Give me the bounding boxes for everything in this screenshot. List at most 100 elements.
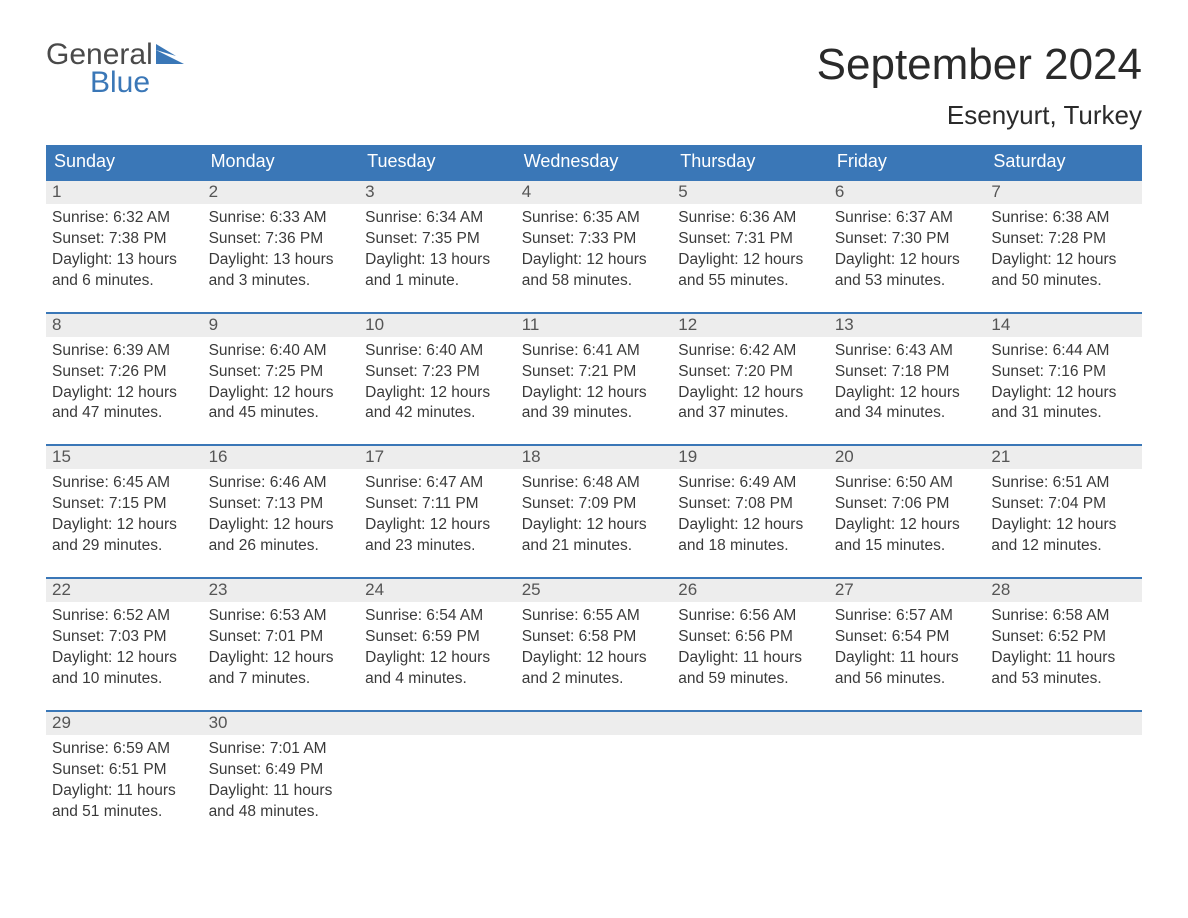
day-number: 27 (829, 579, 986, 602)
day-number: 8 (46, 314, 203, 337)
day-cell: Sunrise: 6:46 AMSunset: 7:13 PMDaylight:… (203, 469, 360, 557)
weekday-sunday: Sunday (46, 145, 203, 179)
day-cell: Sunrise: 6:58 AMSunset: 6:52 PMDaylight:… (985, 602, 1142, 690)
day-sunset: Sunset: 6:58 PM (522, 627, 667, 648)
day-cell: Sunrise: 6:57 AMSunset: 6:54 PMDaylight:… (829, 602, 986, 690)
day-number (516, 712, 673, 735)
day-cell: Sunrise: 6:39 AMSunset: 7:26 PMDaylight:… (46, 337, 203, 425)
day-cell (829, 735, 986, 823)
day-day1: Daylight: 12 hours (52, 383, 197, 404)
day-day1: Daylight: 11 hours (209, 781, 354, 802)
day-sunrise: Sunrise: 6:46 AM (209, 473, 354, 494)
day-sunrise: Sunrise: 6:59 AM (52, 739, 197, 760)
week-row: 2930Sunrise: 6:59 AMSunset: 6:51 PMDayli… (46, 710, 1142, 823)
day-sunset: Sunset: 7:30 PM (835, 229, 980, 250)
day-sunrise: Sunrise: 6:55 AM (522, 606, 667, 627)
day-day1: Daylight: 12 hours (835, 515, 980, 536)
day-day1: Daylight: 12 hours (52, 515, 197, 536)
day-day1: Daylight: 13 hours (209, 250, 354, 271)
day-number: 29 (46, 712, 203, 735)
day-day1: Daylight: 12 hours (835, 250, 980, 271)
day-number-row: 22232425262728 (46, 579, 1142, 602)
day-day1: Daylight: 12 hours (365, 648, 510, 669)
day-sunset: Sunset: 6:54 PM (835, 627, 980, 648)
day-day1: Daylight: 11 hours (835, 648, 980, 669)
day-cell: Sunrise: 6:41 AMSunset: 7:21 PMDaylight:… (516, 337, 673, 425)
day-cell: Sunrise: 6:52 AMSunset: 7:03 PMDaylight:… (46, 602, 203, 690)
day-sunrise: Sunrise: 6:35 AM (522, 208, 667, 229)
day-cell (516, 735, 673, 823)
weekday-tuesday: Tuesday (359, 145, 516, 179)
day-day1: Daylight: 12 hours (991, 515, 1136, 536)
day-number: 30 (203, 712, 360, 735)
day-day1: Daylight: 12 hours (522, 648, 667, 669)
day-sunset: Sunset: 7:38 PM (52, 229, 197, 250)
week-row: 1234567Sunrise: 6:32 AMSunset: 7:38 PMDa… (46, 179, 1142, 292)
week-row: 22232425262728Sunrise: 6:52 AMSunset: 7:… (46, 577, 1142, 690)
day-sunrise: Sunrise: 6:33 AM (209, 208, 354, 229)
weekday-header-row: SundayMondayTuesdayWednesdayThursdayFrid… (46, 145, 1142, 179)
day-sunset: Sunset: 7:23 PM (365, 362, 510, 383)
day-day1: Daylight: 12 hours (209, 515, 354, 536)
day-sunrise: Sunrise: 6:38 AM (991, 208, 1136, 229)
day-number-row: 891011121314 (46, 314, 1142, 337)
day-sunrise: Sunrise: 6:49 AM (678, 473, 823, 494)
day-sunrise: Sunrise: 6:57 AM (835, 606, 980, 627)
day-sunrise: Sunrise: 6:47 AM (365, 473, 510, 494)
logo: General Blue (46, 40, 186, 98)
day-cell: Sunrise: 6:40 AMSunset: 7:23 PMDaylight:… (359, 337, 516, 425)
day-cell: Sunrise: 6:49 AMSunset: 7:08 PMDaylight:… (672, 469, 829, 557)
day-sunset: Sunset: 7:06 PM (835, 494, 980, 515)
day-cell: Sunrise: 6:44 AMSunset: 7:16 PMDaylight:… (985, 337, 1142, 425)
day-number: 20 (829, 446, 986, 469)
weekday-saturday: Saturday (985, 145, 1142, 179)
day-number: 1 (46, 181, 203, 204)
day-cell: Sunrise: 6:53 AMSunset: 7:01 PMDaylight:… (203, 602, 360, 690)
day-sunrise: Sunrise: 6:51 AM (991, 473, 1136, 494)
day-cell: Sunrise: 6:54 AMSunset: 6:59 PMDaylight:… (359, 602, 516, 690)
day-number: 17 (359, 446, 516, 469)
day-sunset: Sunset: 7:01 PM (209, 627, 354, 648)
day-number (829, 712, 986, 735)
day-sunrise: Sunrise: 6:52 AM (52, 606, 197, 627)
day-sunrise: Sunrise: 6:54 AM (365, 606, 510, 627)
day-day2: and 23 minutes. (365, 536, 510, 557)
day-sunrise: Sunrise: 6:42 AM (678, 341, 823, 362)
day-day2: and 45 minutes. (209, 403, 354, 424)
day-sunset: Sunset: 7:09 PM (522, 494, 667, 515)
day-cell: Sunrise: 7:01 AMSunset: 6:49 PMDaylight:… (203, 735, 360, 823)
day-sunset: Sunset: 7:11 PM (365, 494, 510, 515)
logo-flag-icon (156, 40, 186, 70)
day-day2: and 1 minute. (365, 271, 510, 292)
day-cell: Sunrise: 6:45 AMSunset: 7:15 PMDaylight:… (46, 469, 203, 557)
day-cell: Sunrise: 6:51 AMSunset: 7:04 PMDaylight:… (985, 469, 1142, 557)
day-day2: and 42 minutes. (365, 403, 510, 424)
day-number-row: 2930 (46, 712, 1142, 735)
day-day1: Daylight: 11 hours (678, 648, 823, 669)
day-cell: Sunrise: 6:37 AMSunset: 7:30 PMDaylight:… (829, 204, 986, 292)
day-sunrise: Sunrise: 6:43 AM (835, 341, 980, 362)
day-number-row: 15161718192021 (46, 446, 1142, 469)
day-number (359, 712, 516, 735)
day-day1: Daylight: 12 hours (522, 383, 667, 404)
day-sunrise: Sunrise: 6:34 AM (365, 208, 510, 229)
day-number: 10 (359, 314, 516, 337)
week-row: 891011121314Sunrise: 6:39 AMSunset: 7:26… (46, 312, 1142, 425)
day-day2: and 47 minutes. (52, 403, 197, 424)
day-sunset: Sunset: 7:13 PM (209, 494, 354, 515)
day-sunset: Sunset: 7:36 PM (209, 229, 354, 250)
day-day1: Daylight: 12 hours (678, 515, 823, 536)
day-sunrise: Sunrise: 6:36 AM (678, 208, 823, 229)
day-cell: Sunrise: 6:38 AMSunset: 7:28 PMDaylight:… (985, 204, 1142, 292)
day-day1: Daylight: 12 hours (209, 648, 354, 669)
day-day2: and 21 minutes. (522, 536, 667, 557)
day-number: 28 (985, 579, 1142, 602)
day-day1: Daylight: 13 hours (365, 250, 510, 271)
day-number: 9 (203, 314, 360, 337)
day-day2: and 48 minutes. (209, 802, 354, 823)
day-cell: Sunrise: 6:32 AMSunset: 7:38 PMDaylight:… (46, 204, 203, 292)
day-sunrise: Sunrise: 6:44 AM (991, 341, 1136, 362)
day-sunset: Sunset: 7:25 PM (209, 362, 354, 383)
day-number: 22 (46, 579, 203, 602)
day-number: 5 (672, 181, 829, 204)
